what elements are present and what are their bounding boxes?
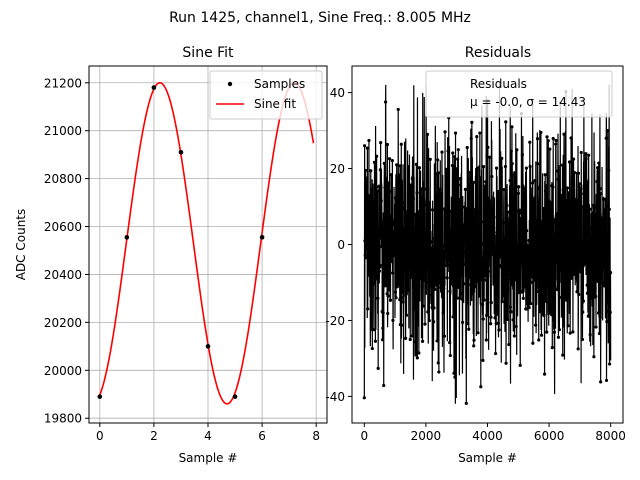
sample-point	[178, 149, 184, 155]
x-tick-label: 8	[312, 429, 320, 443]
legend-residuals-stats: μ = -0.0, σ = 14.43	[470, 95, 586, 109]
x-tick-label: 0	[360, 429, 368, 443]
residuals-chart: Residuals 0 2000 4000 6000 8000 -40-2002040 …	[325, 45, 626, 465]
sine-fit-line	[99, 81, 315, 405]
x-tick-label: 0	[96, 429, 104, 443]
sine-fit-chart: Sine Fit 0 2 4 6 8 19800 20000 20200 20400 20600…	[14, 45, 328, 465]
x-tick-label: 6	[258, 429, 266, 443]
figure-suptitle: Run 1425, channel1, Sine Freq.: 8.005 MH…	[169, 10, 471, 26]
y-tick-label: 40	[330, 86, 345, 100]
x-tick-label: 2	[150, 429, 158, 443]
y-tick-label: 20600	[44, 220, 82, 234]
residuals-axes-frame	[351, 65, 624, 424]
y-tick-label: 21200	[44, 76, 82, 90]
y-tick-label: 0	[337, 238, 345, 252]
sine-fit-legend-box	[209, 70, 323, 120]
y-tick-label: -40	[325, 390, 345, 404]
y-tick-label: 20400	[44, 268, 82, 282]
y-tick-label: -20	[325, 314, 345, 328]
x-tick-label: 4000	[472, 429, 503, 443]
x-tick-label: 2000	[411, 429, 442, 443]
residuals-y-ticks: -40 -20 0 20 40	[325, 86, 352, 404]
residuals-x-label: Sample #	[458, 451, 517, 465]
sample-point	[259, 235, 265, 240]
y-tick-label: 19800	[44, 412, 82, 426]
sine-fit-y-ticks: 19800 20000 20200 20400 20600 20800 21000 21200	[44, 76, 89, 426]
sine-fit-x-ticks: 0 2 4 6 8	[96, 423, 320, 443]
x-tick-label: 4	[204, 429, 212, 443]
residuals-legend-box	[425, 70, 613, 118]
residuals-x-ticks: 0 2000 4000 6000 8000	[360, 423, 626, 443]
sample-point	[205, 344, 211, 349]
x-tick-label: 6000	[534, 429, 565, 443]
y-tick-label: 21000	[44, 124, 82, 138]
y-tick-label: 20	[330, 162, 345, 176]
legend-residuals-label: Residuals	[470, 77, 527, 91]
sample-point	[151, 85, 157, 90]
sine-fit-legend: Samples Sine fit	[209, 70, 323, 120]
residuals-legend: Residuals μ = -0.0, σ = 14.43	[425, 70, 613, 118]
sine-fit-plot-area	[97, 81, 315, 405]
y-tick-label: 20000	[44, 364, 82, 378]
legend-sine-fit-label: Sine fit	[254, 97, 296, 111]
sine-fit-x-label: Sample #	[179, 451, 238, 465]
residuals-title: Residuals	[465, 45, 531, 61]
sine-fit-axes-frame	[88, 65, 328, 424]
y-tick-label: 20800	[44, 172, 82, 186]
sample-point	[97, 394, 103, 399]
sample-point	[124, 235, 130, 240]
legend-samples-marker	[227, 81, 233, 87]
sample-point	[232, 394, 238, 399]
sine-fit-y-label: ADC Counts	[14, 209, 28, 281]
legend-samples-label: Samples	[254, 77, 305, 91]
x-tick-label: 8000	[595, 429, 626, 443]
y-tick-label: 20200	[44, 316, 82, 330]
sine-fit-title: Sine Fit	[182, 45, 234, 61]
